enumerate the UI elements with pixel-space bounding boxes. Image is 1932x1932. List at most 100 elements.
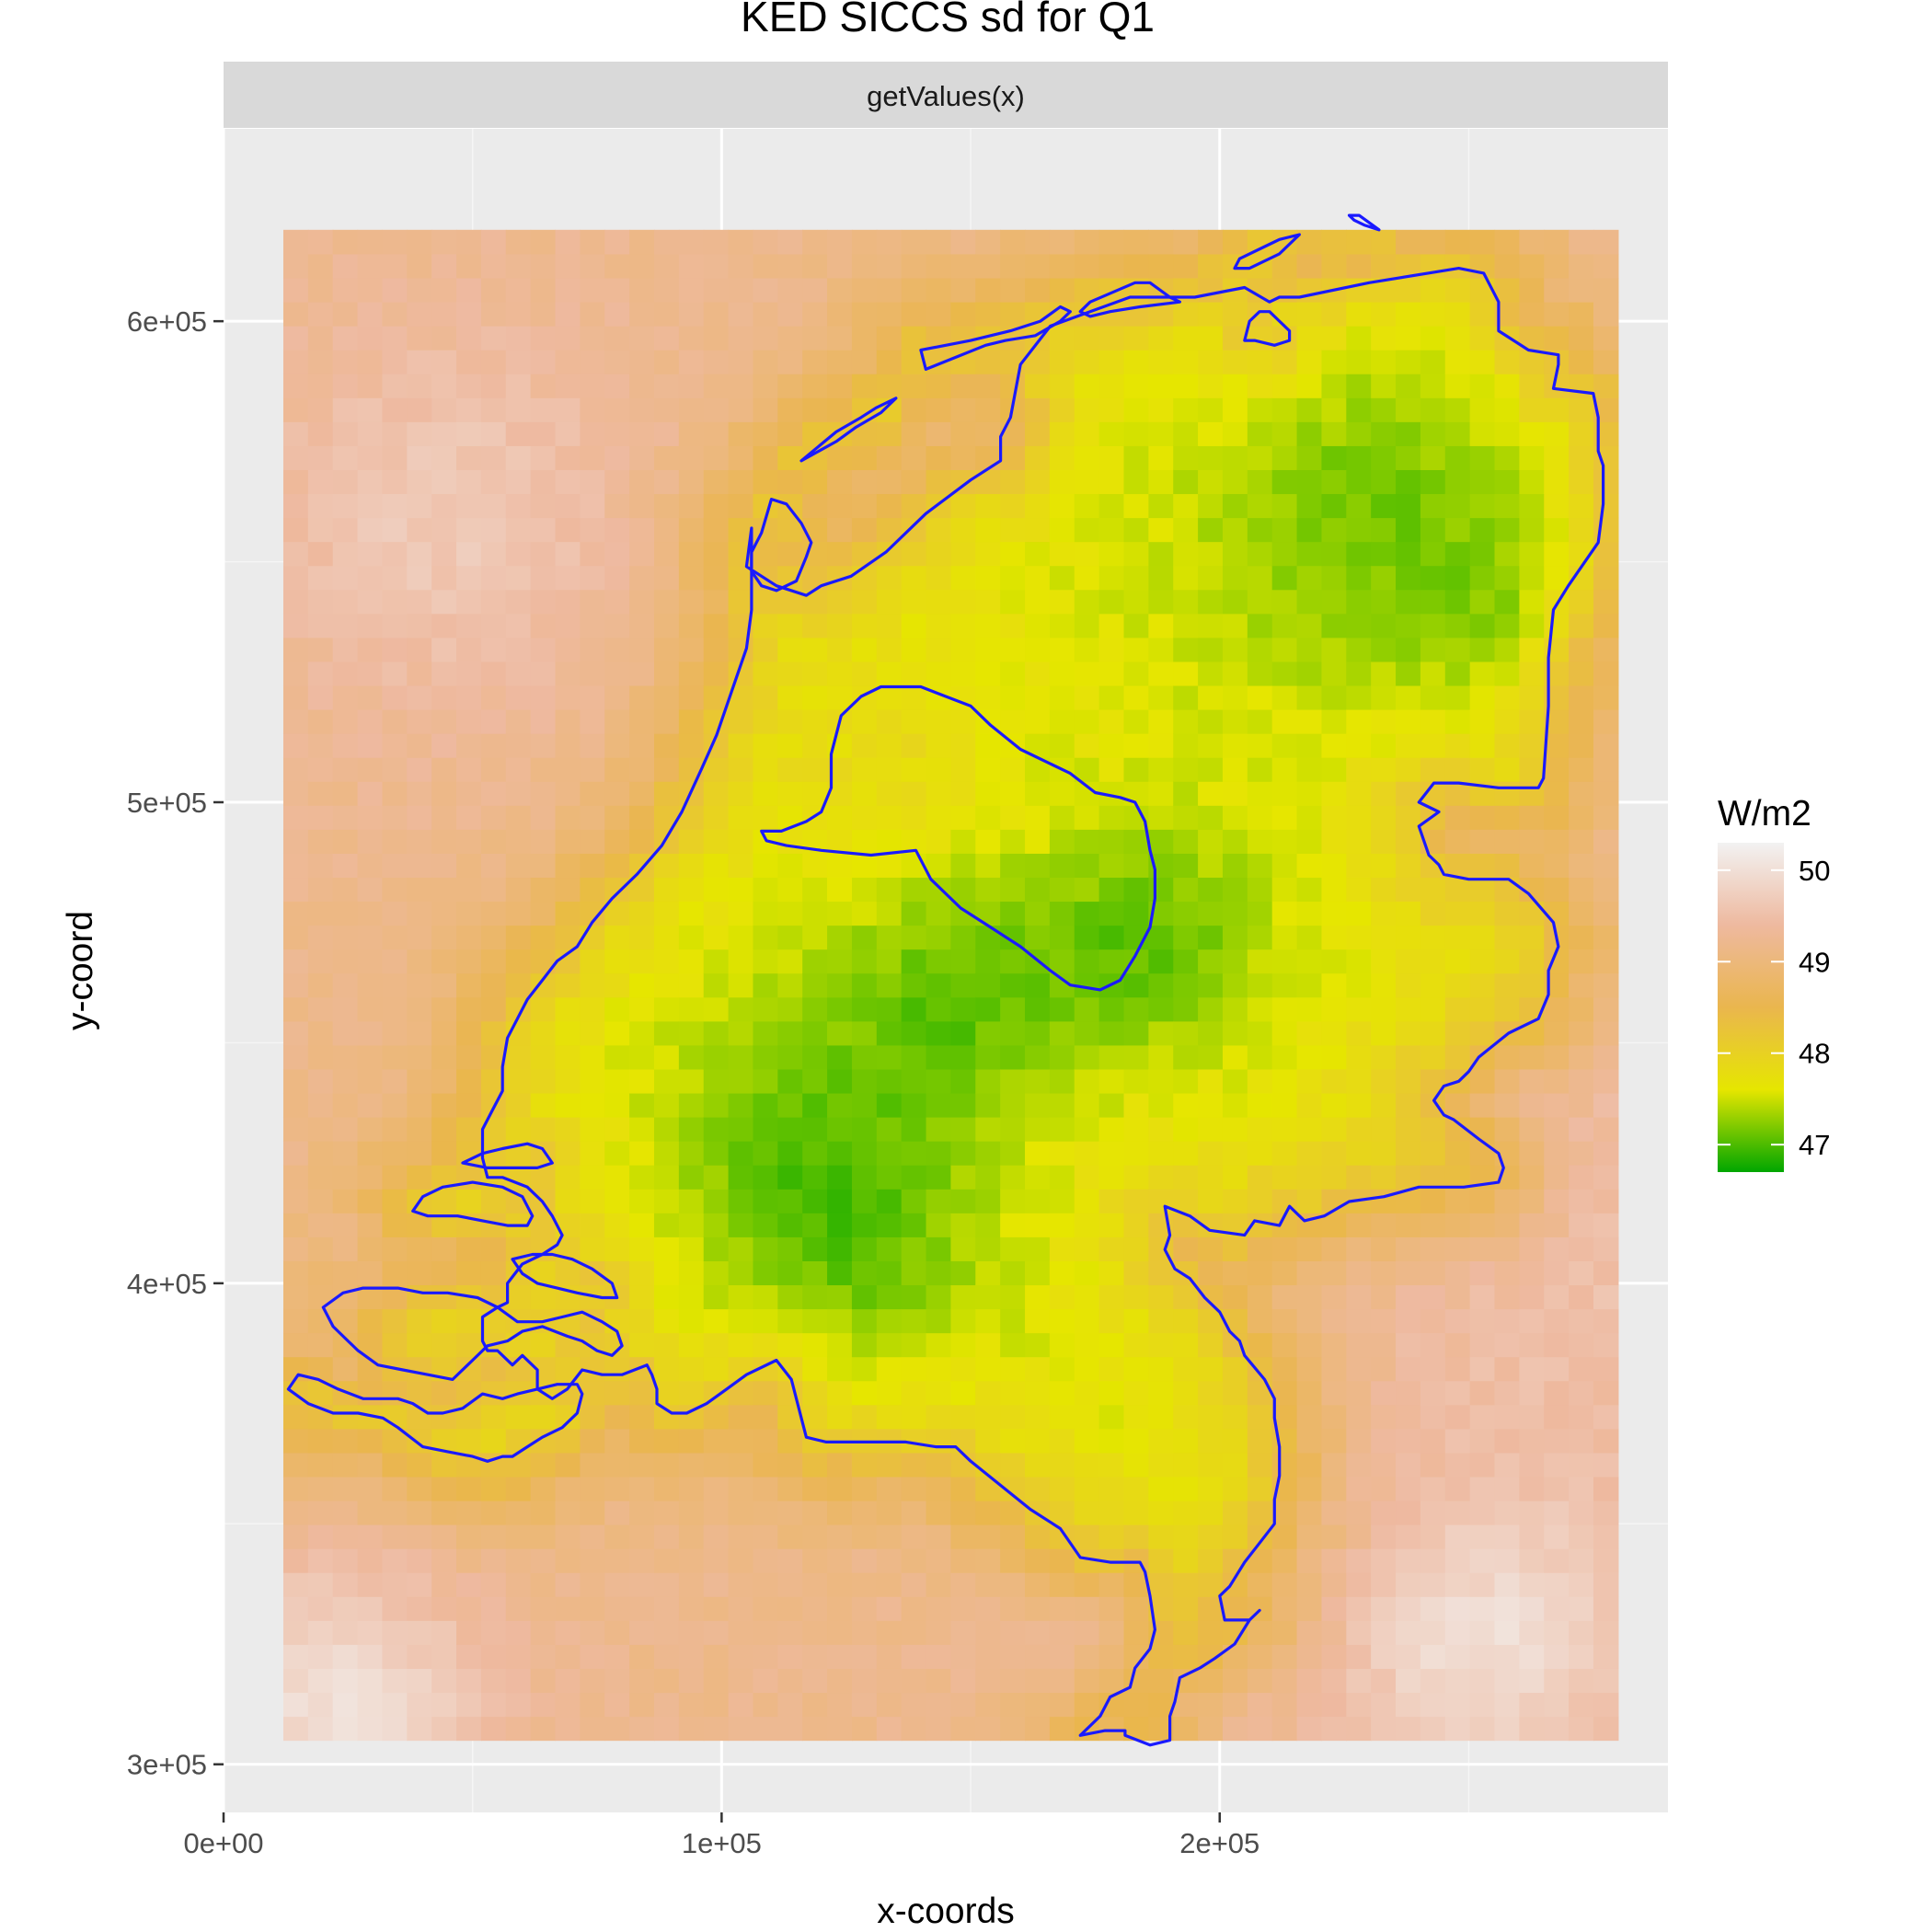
raster-cell — [307, 661, 334, 686]
raster-cell — [1148, 1020, 1174, 1046]
raster-cell — [1222, 301, 1248, 327]
raster-cell — [703, 1141, 730, 1166]
raster-cell — [1173, 565, 1199, 591]
raster-cell — [1271, 901, 1298, 926]
raster-cell — [307, 853, 334, 879]
raster-cell — [1173, 613, 1199, 638]
raster-cell — [851, 421, 878, 446]
raster-cell — [1000, 374, 1026, 398]
raster-cell — [505, 1716, 532, 1742]
raster-cell — [1569, 829, 1594, 854]
raster-cell — [950, 1020, 976, 1046]
raster-cell — [1173, 1404, 1199, 1430]
raster-cell — [1148, 397, 1174, 422]
raster-cell — [926, 853, 952, 879]
raster-cell — [950, 805, 976, 830]
raster-cell — [777, 829, 803, 854]
raster-cell — [1049, 1332, 1075, 1358]
raster-cell — [505, 326, 532, 351]
raster-cell — [753, 1572, 778, 1597]
raster-cell — [950, 1404, 976, 1430]
raster-cell — [555, 1260, 581, 1286]
raster-cell — [480, 517, 507, 543]
raster-cell — [282, 326, 309, 351]
raster-cell — [901, 326, 927, 351]
raster-cell — [282, 709, 309, 734]
raster-cell — [629, 805, 655, 830]
raster-cell — [1346, 374, 1372, 398]
raster-cell — [382, 1452, 408, 1478]
raster-cell — [1173, 1596, 1199, 1621]
raster-cell — [728, 829, 754, 854]
raster-cell — [1000, 1404, 1026, 1430]
raster-cell — [1222, 829, 1248, 854]
raster-cell — [505, 661, 532, 686]
raster-cell — [1296, 1620, 1323, 1645]
raster-cell — [1000, 1236, 1026, 1261]
raster-cell — [876, 326, 903, 351]
raster-cell — [1371, 1404, 1397, 1430]
raster-cell — [1074, 949, 1100, 974]
raster-cell — [678, 661, 705, 686]
raster-cell — [580, 613, 605, 638]
raster-cell — [926, 1332, 952, 1358]
raster-cell — [1396, 1500, 1421, 1525]
raster-cell — [1396, 1548, 1421, 1573]
raster-cell — [1396, 709, 1421, 734]
raster-cell — [456, 661, 482, 686]
raster-cell — [1222, 350, 1248, 374]
raster-cell — [1098, 1668, 1125, 1694]
raster-cell — [332, 350, 359, 374]
raster-cell — [703, 1524, 730, 1549]
raster-cell — [431, 493, 457, 519]
y-tick-label: 4e+05 — [127, 1268, 207, 1300]
raster-cell — [1396, 277, 1421, 303]
raster-cell — [1544, 733, 1570, 758]
raster-cell — [753, 1716, 778, 1742]
raster-cell — [1346, 1308, 1372, 1334]
raster-cell — [282, 350, 309, 374]
raster-cell — [629, 301, 655, 327]
raster-cell — [1544, 1620, 1570, 1645]
raster-cell — [1469, 1428, 1496, 1454]
raster-cell — [802, 1644, 828, 1669]
raster-cell — [431, 733, 457, 758]
raster-cell — [1420, 1260, 1446, 1286]
raster-cell — [1346, 1548, 1372, 1573]
raster-cell — [555, 1692, 581, 1718]
raster-cell — [1420, 1189, 1446, 1213]
raster-cell — [851, 1044, 878, 1070]
raster-cell — [678, 1500, 705, 1525]
raster-cell — [456, 949, 482, 974]
raster-cell — [1494, 1068, 1520, 1094]
raster-cell — [555, 1404, 581, 1430]
raster-cell — [1569, 374, 1594, 398]
raster-cell — [753, 996, 778, 1022]
raster-cell — [950, 1572, 976, 1597]
raster-cell — [604, 253, 630, 279]
raster-cell — [653, 1260, 680, 1286]
raster-cell — [1222, 781, 1248, 806]
raster-cell — [357, 1452, 384, 1478]
raster-cell — [876, 1548, 903, 1573]
raster-cell — [1247, 1141, 1273, 1166]
raster-cell — [1247, 1572, 1273, 1597]
raster-cell — [1000, 853, 1026, 879]
raster-cell — [827, 949, 853, 974]
raster-cell — [431, 1572, 457, 1597]
raster-cell — [1544, 1380, 1570, 1406]
raster-cell — [332, 517, 359, 543]
raster-cell — [1049, 1548, 1075, 1573]
raster-cell — [530, 565, 557, 591]
raster-cell — [876, 1476, 903, 1501]
raster-cell — [1593, 1284, 1619, 1310]
raster-cell — [1346, 1500, 1372, 1525]
raster-cell — [332, 1668, 359, 1694]
raster-cell — [851, 1380, 878, 1406]
raster-cell — [282, 374, 309, 398]
raster-cell — [431, 853, 457, 879]
raster-cell — [1569, 805, 1594, 830]
raster-cell — [456, 301, 482, 327]
raster-cell — [753, 229, 778, 255]
raster-cell — [1198, 877, 1224, 903]
